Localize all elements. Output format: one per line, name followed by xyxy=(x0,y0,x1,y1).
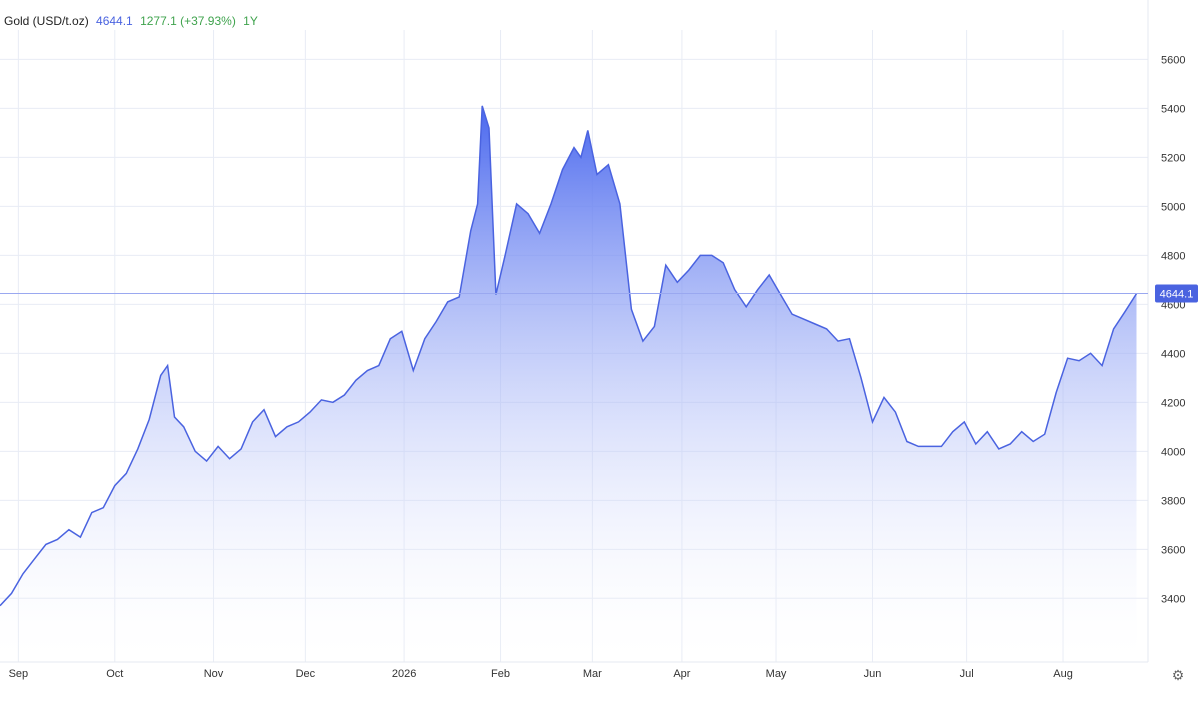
x-tick-label: May xyxy=(766,668,787,680)
y-tick-label: 4800 xyxy=(1161,250,1185,262)
x-tick-label: Jul xyxy=(960,668,974,680)
y-tick-label: 4200 xyxy=(1161,397,1185,409)
x-tick-label: 2026 xyxy=(392,668,416,680)
x-tick-label: Jun xyxy=(864,668,882,680)
x-tick-label: Sep xyxy=(9,668,29,680)
chart-header: Gold (USD/t.oz) 4644.1 1277.1 (+37.93%) … xyxy=(4,14,262,28)
y-tick-label: 4000 xyxy=(1161,446,1185,458)
y-tick-label: 3600 xyxy=(1161,544,1185,556)
x-tick-label: Mar xyxy=(583,668,602,680)
current-price: 4644.1 xyxy=(96,14,133,28)
gear-icon[interactable]: ⚙ xyxy=(1171,667,1185,683)
y-tick-label: 5200 xyxy=(1161,152,1185,164)
y-tick-label: 4400 xyxy=(1161,348,1185,360)
x-tick-label: Apr xyxy=(673,668,690,680)
x-tick-label: Aug xyxy=(1053,668,1073,680)
price-line xyxy=(0,105,1138,607)
x-tick-label: Oct xyxy=(106,668,123,680)
y-tick-label: 3800 xyxy=(1161,495,1185,507)
instrument-title: Gold (USD/t.oz) xyxy=(4,14,89,28)
y-tick-label: 5400 xyxy=(1161,103,1185,115)
current-price-badge xyxy=(1155,284,1198,303)
y-tick-label: 5000 xyxy=(1161,201,1185,213)
price-area-fill xyxy=(0,105,1137,662)
x-tick-label: Feb xyxy=(491,668,510,680)
period-label[interactable]: 1Y xyxy=(243,14,258,28)
price-change: 1277.1 (+37.93%) xyxy=(140,14,236,28)
current-price-badge-text: 4644.1 xyxy=(1160,289,1194,301)
y-tick-label: 3400 xyxy=(1161,593,1185,605)
y-tick-label: 5600 xyxy=(1161,54,1185,66)
x-tick-label: Nov xyxy=(204,668,224,680)
x-tick-label: Dec xyxy=(296,668,316,680)
